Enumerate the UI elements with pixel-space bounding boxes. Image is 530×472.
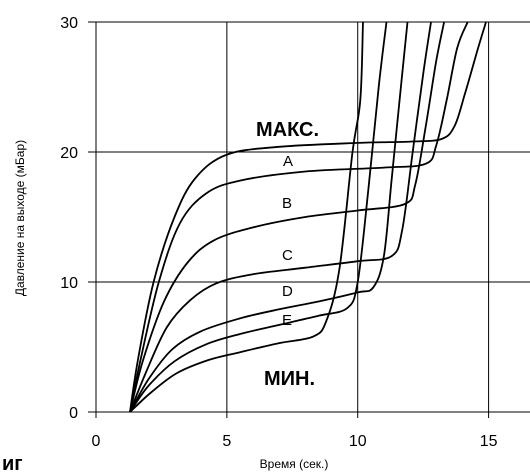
y-tick-label: 20 xyxy=(60,145,78,162)
curve-series-2 xyxy=(129,21,445,413)
y-tick-label: 10 xyxy=(60,275,78,292)
tick-labels: 0 5 10 15 0 10 20 30 xyxy=(60,15,497,450)
curve-series-3 xyxy=(129,21,432,413)
x-tick-label: 15 xyxy=(480,433,498,450)
curve-label-b: B xyxy=(282,195,292,212)
curve-series-0 xyxy=(129,21,487,413)
grid xyxy=(88,21,530,418)
label-min: МИН. xyxy=(264,368,315,390)
curve-series-5 xyxy=(129,21,388,413)
curve-label-d: D xyxy=(282,283,293,300)
curve-series-4 xyxy=(129,21,409,413)
curves xyxy=(129,21,487,413)
curve-series-1 xyxy=(129,21,469,413)
curve-label-a: A xyxy=(283,153,293,170)
label-max: МАКС. xyxy=(256,119,319,141)
x-axis-label: Время (сек.) xyxy=(260,457,329,471)
x-tick-label: 10 xyxy=(349,433,367,450)
curve-label-e: E xyxy=(282,312,292,329)
y-axis-label: Давление на выходе (мБар) xyxy=(13,140,27,296)
x-tick-label: 5 xyxy=(222,433,231,450)
corner-fragment: иг xyxy=(2,453,23,472)
y-tick-label: 0 xyxy=(69,405,78,422)
curve-series-6 xyxy=(129,21,364,413)
curve-label-c: C xyxy=(282,247,293,264)
y-tick-label: 30 xyxy=(60,15,78,32)
x-tick-label: 0 xyxy=(92,433,101,450)
